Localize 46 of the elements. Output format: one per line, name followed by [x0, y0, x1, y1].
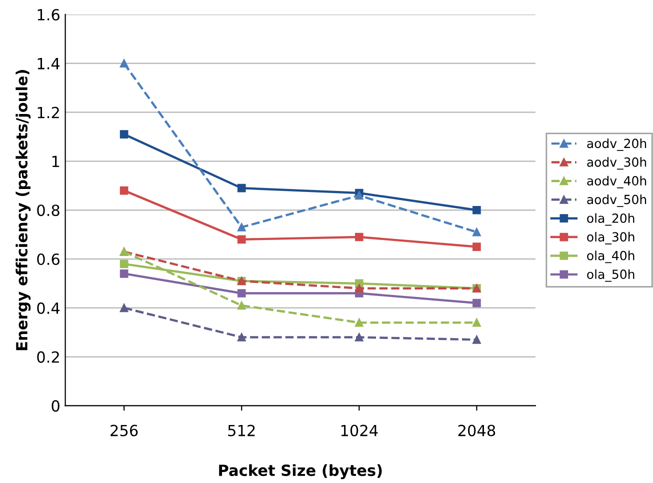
legend-label: aodv_40h	[587, 176, 646, 188]
point	[120, 270, 128, 278]
point	[354, 333, 364, 342]
point	[237, 333, 246, 342]
point	[120, 130, 128, 138]
legend-label: ola_50h	[587, 269, 634, 282]
point	[472, 242, 481, 251]
point	[354, 232, 364, 242]
point	[472, 228, 481, 236]
y-tick-label: 0.4	[37, 302, 60, 314]
x-tick-label: 1024	[341, 424, 378, 436]
point	[354, 191, 364, 200]
x-tick-label: 2048	[458, 424, 496, 436]
point	[237, 289, 246, 298]
point	[120, 186, 128, 195]
point	[354, 318, 364, 327]
y-tick-label: 1.2	[38, 106, 59, 118]
point	[472, 336, 481, 344]
x-axis-title: Packet Size (bytes)	[219, 464, 382, 480]
point	[120, 59, 128, 68]
point	[472, 298, 481, 308]
legend-label: ola_40h	[587, 250, 634, 264]
legend-label: aodv_50h	[587, 194, 646, 207]
legend-label: ola_20h	[587, 213, 634, 226]
point	[237, 184, 246, 192]
point	[120, 260, 128, 268]
y-tick-label: 0	[52, 400, 60, 412]
y-tick-label: 0.8	[37, 204, 60, 216]
legend-label: aodv_20h	[587, 138, 646, 151]
y-tick-label: 1.6	[38, 8, 60, 21]
x-tick-label: 512	[228, 424, 255, 436]
y-tick-label: 0.2	[37, 351, 59, 363]
point	[120, 304, 128, 312]
point	[354, 284, 364, 293]
y-tick-label: 0.6	[37, 253, 60, 266]
legend-label: ola_30h	[587, 232, 634, 244]
point	[237, 235, 246, 244]
point	[472, 206, 481, 214]
y-tick-label: 1.4	[38, 58, 60, 70]
x-tick-label: 256	[110, 424, 138, 436]
point	[472, 318, 481, 327]
point	[237, 223, 246, 232]
point	[237, 301, 246, 310]
legend-label: aodv_30h	[587, 157, 646, 170]
y-tick-label: 1	[52, 156, 60, 168]
y-axis-title: Energy efficiency (packets/joule)	[16, 70, 31, 350]
